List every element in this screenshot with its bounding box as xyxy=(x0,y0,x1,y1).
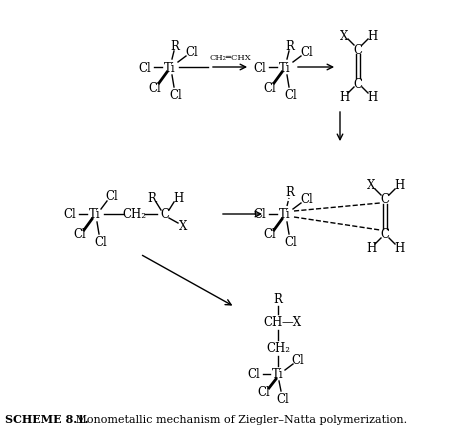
Text: R: R xyxy=(147,192,156,205)
Text: Ti: Ti xyxy=(164,61,176,74)
Text: Cl: Cl xyxy=(301,46,313,59)
Text: CH: CH xyxy=(264,316,283,329)
Text: R: R xyxy=(285,186,294,199)
Text: Cl: Cl xyxy=(264,81,276,94)
Text: Cl: Cl xyxy=(258,386,270,399)
Text: Cl: Cl xyxy=(264,228,276,241)
Text: Cl: Cl xyxy=(106,190,118,203)
Text: SCHEME 8.1.: SCHEME 8.1. xyxy=(5,414,89,424)
Text: C: C xyxy=(161,208,170,221)
Text: Ti: Ti xyxy=(279,208,291,221)
Text: Cl: Cl xyxy=(284,89,297,102)
Text: CH₂: CH₂ xyxy=(266,342,290,355)
Text: Ti: Ti xyxy=(272,368,284,381)
Text: R: R xyxy=(273,293,283,306)
Text: Cl: Cl xyxy=(64,208,76,221)
Text: Cl: Cl xyxy=(254,208,266,221)
Text: CH₂═CHX: CH₂═CHX xyxy=(209,54,251,62)
Text: Cl: Cl xyxy=(277,393,289,405)
Text: Ti: Ti xyxy=(279,61,291,74)
Text: Cl: Cl xyxy=(186,46,199,59)
Text: H: H xyxy=(394,179,404,192)
Text: Cl: Cl xyxy=(254,61,266,74)
Text: —X: —X xyxy=(282,316,302,329)
Text: Cl: Cl xyxy=(138,61,151,74)
Text: H: H xyxy=(394,242,404,255)
Text: H: H xyxy=(367,91,377,104)
Text: H: H xyxy=(366,242,376,255)
Text: R: R xyxy=(171,40,180,52)
Text: C: C xyxy=(354,43,363,56)
Text: X: X xyxy=(367,179,375,192)
Text: X: X xyxy=(179,220,187,233)
Text: Ti: Ti xyxy=(89,208,101,221)
Text: Cl: Cl xyxy=(95,236,108,249)
Text: X: X xyxy=(340,29,348,43)
Text: Cl: Cl xyxy=(284,236,297,249)
Text: Cl: Cl xyxy=(301,193,313,206)
Text: C: C xyxy=(354,77,363,90)
Text: C: C xyxy=(381,228,390,241)
Text: Cl: Cl xyxy=(292,354,304,367)
Text: R: R xyxy=(285,40,294,52)
Text: Monometallic mechanism of Ziegler–Natta polymerization.: Monometallic mechanism of Ziegler–Natta … xyxy=(72,414,407,424)
Text: Cl: Cl xyxy=(247,368,260,381)
Text: H: H xyxy=(173,192,183,205)
Text: H: H xyxy=(367,29,377,43)
Text: Cl: Cl xyxy=(170,89,182,102)
Text: CH₂: CH₂ xyxy=(122,208,146,221)
Text: C: C xyxy=(381,193,390,206)
Text: H: H xyxy=(339,91,349,104)
Text: Cl: Cl xyxy=(149,81,161,94)
Text: Cl: Cl xyxy=(73,228,86,241)
